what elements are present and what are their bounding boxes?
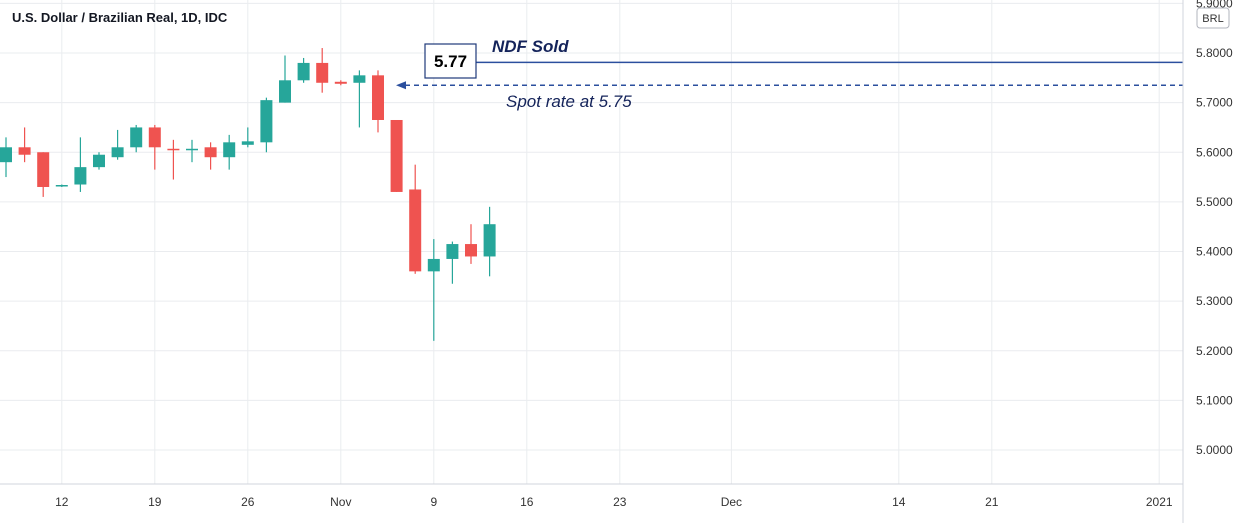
candle-body-up <box>186 148 198 151</box>
x-tick-label: 16 <box>520 495 534 509</box>
spot-rate-label: Spot rate at 5.75 <box>506 92 632 111</box>
x-tick-label: 26 <box>241 495 255 509</box>
candle-body-down <box>148 127 161 148</box>
y-tick-label: 5.5000 <box>1196 195 1233 209</box>
x-tick-label: 14 <box>892 495 906 509</box>
candle-body-up <box>446 244 459 259</box>
candle-body-down <box>316 62 329 83</box>
y-tick-label: 5.7000 <box>1196 96 1233 110</box>
y-tick-label: 5.1000 <box>1196 393 1233 407</box>
grid-lines <box>0 0 1183 484</box>
currency-badge[interactable] <box>1196 7 1230 29</box>
currency-badge-label: BRL <box>1202 13 1223 25</box>
candle-body-down <box>167 148 180 151</box>
candle-body-up <box>111 147 124 158</box>
candle-body-up <box>241 141 254 145</box>
candle-body-up <box>483 224 496 257</box>
candle-body-down <box>37 152 50 187</box>
candle-body-up <box>427 258 440 272</box>
x-tick-label: 19 <box>148 495 162 509</box>
candles-layer <box>0 48 1184 356</box>
y-tick-label: 5.4000 <box>1196 245 1233 259</box>
candle-body-down <box>465 244 477 257</box>
x-tick-label: Dec <box>721 495 742 509</box>
candle-body-up <box>130 127 143 148</box>
y-tick-label: 5.2000 <box>1196 344 1233 358</box>
price-box-label: 5.77 <box>434 52 467 71</box>
y-tick-label: 5.6000 <box>1196 145 1233 159</box>
candle-body-down <box>18 147 31 155</box>
x-tick-label: Nov <box>330 495 351 509</box>
candle-body-up <box>93 154 105 168</box>
y-tick-label: 5.8000 <box>1196 46 1233 60</box>
price-axis-labels: 5.0000 5.1000 5.2000 5.3000 5.4000 5.5000 5.60… <box>1196 0 1233 457</box>
candle-body-up <box>260 100 273 143</box>
candle-body-up <box>223 142 236 158</box>
candle-body-up <box>279 80 291 103</box>
annotation-layer: 5.77 NDF Sold Spot rate at 5.75 <box>396 37 1183 111</box>
x-tick-label: 21 <box>985 495 999 509</box>
candle-body-up <box>0 147 12 163</box>
candle-body-up <box>353 75 366 83</box>
candle-body-down <box>409 189 422 272</box>
candle-body-down <box>390 119 403 192</box>
x-tick-label: 12 <box>55 495 69 509</box>
spot-rate-arrowhead <box>396 81 406 90</box>
candle-body-up <box>55 185 68 187</box>
ndf-sold-label: NDF Sold <box>492 37 569 56</box>
candle-body-up <box>74 167 87 185</box>
y-tick-label: 5.3000 <box>1196 294 1233 308</box>
candle-body-up <box>297 62 310 81</box>
x-tick-label: 23 <box>613 495 627 509</box>
price-box <box>424 43 477 79</box>
x-tick-label: 9 <box>430 495 437 509</box>
x-tick-label: 2021 <box>1146 495 1173 509</box>
time-axis-labels: 12 19 26 Nov 9 16 23 Dec 14 21 2021 <box>55 495 1173 509</box>
chart-title: U.S. Dollar / Brazilian Real, 1D, IDC <box>12 10 228 25</box>
candle-body-down <box>372 75 384 120</box>
candle-body-down <box>334 81 347 84</box>
y-tick-label: 5.0000 <box>1196 443 1233 457</box>
y-tick-label: 5.9000 <box>1196 0 1233 10</box>
candle-body-down <box>204 147 217 158</box>
